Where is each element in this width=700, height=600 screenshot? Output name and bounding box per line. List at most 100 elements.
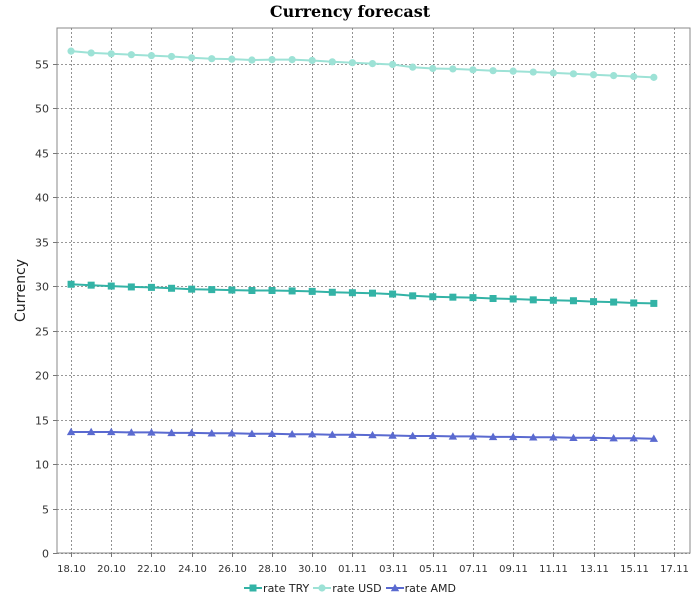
legend-marker-rate-try bbox=[249, 584, 257, 592]
data-point-rate-amd bbox=[107, 427, 116, 436]
y-tick-label: 15 bbox=[35, 415, 49, 428]
legend-marker-rate-amd bbox=[390, 584, 399, 592]
x-tick-label: 24.10 bbox=[178, 564, 207, 575]
series-rate-usd bbox=[67, 47, 658, 81]
legend-item-rate-amd: rate AMD bbox=[385, 581, 456, 595]
y-tick-label: 45 bbox=[35, 148, 49, 161]
y-tick-label: 30 bbox=[35, 281, 49, 294]
data-point-rate-usd bbox=[147, 51, 156, 60]
data-point-rate-usd bbox=[328, 58, 336, 66]
data-point-rate-try bbox=[630, 299, 638, 307]
data-point-rate-try bbox=[469, 294, 477, 302]
data-point-rate-amd bbox=[328, 430, 337, 438]
legend-label: rate TRY bbox=[263, 581, 310, 595]
data-point-rate-usd bbox=[610, 72, 618, 80]
y-axis-title: Currency bbox=[13, 259, 29, 322]
data-point-rate-try bbox=[168, 284, 176, 292]
x-tick-label: 28.10 bbox=[258, 564, 287, 575]
y-tick-label: 35 bbox=[35, 237, 49, 250]
data-point-rate-usd bbox=[67, 47, 75, 55]
data-point-rate-usd bbox=[630, 72, 638, 81]
data-point-rate-amd bbox=[609, 434, 618, 442]
x-tick-label: 09.11 bbox=[499, 564, 528, 575]
data-point-rate-amd bbox=[488, 432, 498, 441]
data-point-rate-try bbox=[228, 286, 236, 294]
data-point-rate-usd bbox=[368, 59, 377, 68]
data-point-rate-try bbox=[268, 287, 276, 294]
legend-swatch-rate-usd bbox=[313, 584, 332, 592]
data-point-rate-amd bbox=[569, 433, 578, 441]
data-point-rate-amd bbox=[147, 428, 156, 436]
data-point-rate-amd bbox=[368, 430, 377, 439]
chart-title: Currency forecast bbox=[269, 2, 431, 21]
data-point-rate-usd bbox=[388, 60, 397, 69]
data-point-rate-usd bbox=[589, 71, 598, 79]
data-point-rate-try bbox=[127, 283, 135, 291]
data-point-rate-amd bbox=[448, 432, 458, 440]
data-point-rate-try bbox=[590, 298, 598, 306]
data-point-rate-amd bbox=[348, 430, 357, 438]
data-point-rate-try bbox=[389, 290, 397, 298]
data-point-rate-usd bbox=[308, 56, 316, 65]
series-line-rate-amd bbox=[71, 431, 654, 440]
data-point-rate-try bbox=[449, 293, 457, 301]
data-point-rate-try bbox=[569, 297, 577, 305]
y-tick-label: 40 bbox=[35, 192, 49, 205]
data-point-rate-amd bbox=[589, 433, 598, 441]
data-point-rate-usd bbox=[469, 66, 477, 74]
data-point-rate-usd bbox=[569, 70, 578, 78]
data-point-rate-usd bbox=[409, 63, 417, 71]
data-point-rate-amd bbox=[287, 430, 297, 438]
data-point-rate-usd bbox=[188, 54, 196, 62]
data-point-rate-amd bbox=[529, 433, 538, 441]
x-tick-label: 07.11 bbox=[459, 564, 488, 575]
data-point-rate-amd bbox=[649, 434, 659, 442]
data-point-rate-usd bbox=[529, 68, 537, 76]
data-point-rate-try bbox=[248, 287, 256, 294]
legend-item-rate-try: rate TRY bbox=[244, 581, 309, 595]
data-point-rate-try bbox=[87, 281, 95, 289]
data-point-rate-try bbox=[188, 285, 196, 293]
data-point-rate-usd bbox=[167, 52, 176, 61]
legend-label: rate USD bbox=[332, 581, 382, 595]
legend-item-rate-usd: rate USD bbox=[313, 581, 382, 595]
data-point-rate-try bbox=[489, 295, 497, 303]
x-tick-label: 22.10 bbox=[137, 564, 166, 575]
x-tick-label: 17.11 bbox=[660, 564, 689, 575]
x-tick-label: 11.11 bbox=[539, 564, 568, 575]
y-tick-label: 10 bbox=[35, 459, 49, 472]
series-layer bbox=[66, 47, 659, 442]
data-point-rate-try bbox=[610, 298, 618, 306]
data-point-rate-amd bbox=[127, 428, 136, 436]
data-point-rate-usd bbox=[650, 73, 658, 81]
data-point-rate-try bbox=[208, 286, 216, 294]
y-tick-label: 0 bbox=[42, 548, 49, 561]
x-tick-label: 03.11 bbox=[379, 564, 408, 575]
legend-swatch-rate-try bbox=[244, 584, 263, 592]
data-point-rate-try bbox=[67, 280, 75, 288]
data-point-rate-usd bbox=[549, 69, 557, 77]
data-point-rate-amd bbox=[207, 429, 216, 437]
data-point-rate-try bbox=[429, 293, 437, 301]
data-point-rate-amd bbox=[247, 429, 257, 437]
data-point-rate-amd bbox=[308, 430, 317, 438]
x-tick-label: 01.11 bbox=[338, 564, 367, 575]
x-tick-label: 30.10 bbox=[298, 564, 327, 575]
x-tick-label: 05.11 bbox=[419, 564, 448, 575]
data-point-rate-amd bbox=[388, 431, 397, 439]
data-point-rate-usd bbox=[348, 59, 356, 67]
data-point-rate-amd bbox=[227, 429, 237, 437]
legend: rate TRY rate USD rate AMD bbox=[0, 581, 700, 595]
y-tick-label: 25 bbox=[35, 326, 49, 339]
data-point-rate-amd bbox=[66, 427, 76, 436]
data-point-rate-usd bbox=[288, 55, 296, 64]
data-point-rate-usd bbox=[509, 67, 517, 75]
y-tick-label: 20 bbox=[35, 370, 49, 383]
data-point-rate-try bbox=[409, 292, 417, 300]
data-point-rate-amd bbox=[549, 433, 558, 441]
y-tick-label: 55 bbox=[35, 59, 49, 72]
data-point-rate-try bbox=[348, 289, 356, 297]
data-point-rate-amd bbox=[428, 431, 437, 440]
x-tick-label: 20.10 bbox=[97, 564, 126, 575]
data-point-rate-try bbox=[328, 288, 336, 296]
